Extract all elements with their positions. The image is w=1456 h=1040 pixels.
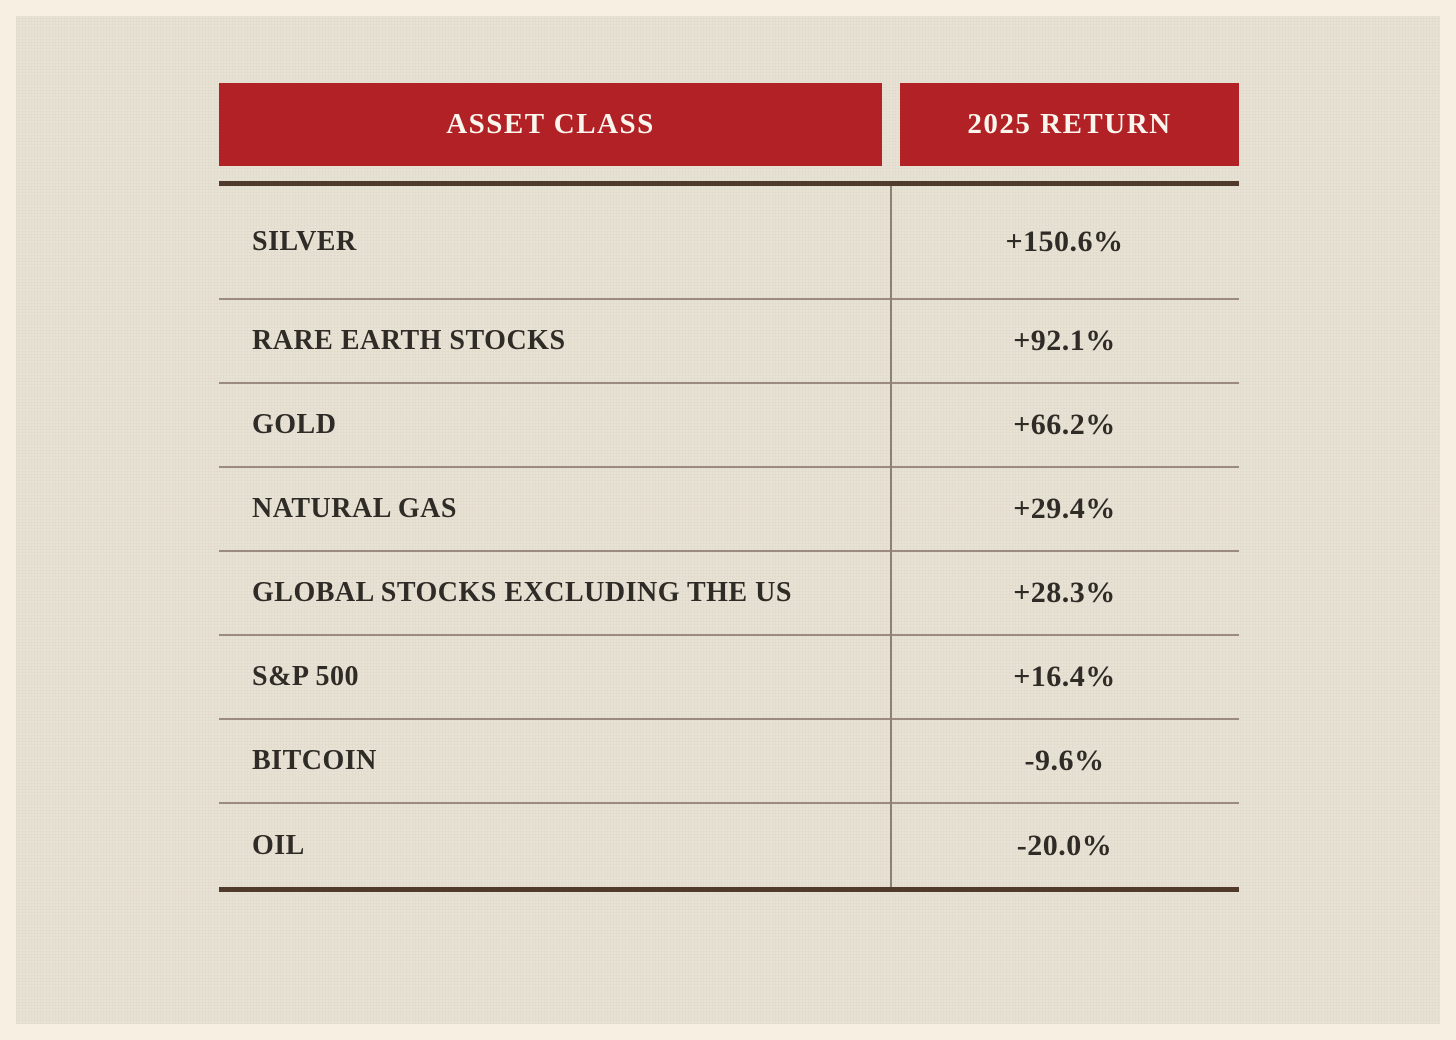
table-row: BITCOIN -9.6% (219, 720, 1239, 804)
return-value: +28.3% (1013, 576, 1116, 609)
asset-name: OIL (252, 829, 305, 861)
table-body: SILVER +150.6% RARE EARTH STOCKS +92.1% … (219, 186, 1239, 887)
asset-name: S&P 500 (252, 661, 359, 692)
asset-name: BITCOIN (252, 745, 377, 776)
return-value: +16.4% (1013, 660, 1116, 693)
table-row: GOLD +66.2% (219, 384, 1239, 468)
header-asset-class: ASSET CLASS (219, 83, 882, 166)
header-spacer (219, 166, 1239, 181)
paper-panel: ASSET CLASS 2025 RETURN SILVER +150.6% R… (16, 16, 1440, 1024)
header-asset-class-label: ASSET CLASS (446, 108, 655, 140)
table-header-row: ASSET CLASS 2025 RETURN (219, 83, 1239, 166)
return-value: +92.1% (1013, 324, 1116, 357)
table-row: GLOBAL STOCKS EXCLUDING THE US +28.3% (219, 552, 1239, 636)
asset-name: GOLD (252, 409, 337, 440)
column-divider (890, 186, 892, 887)
header-2025-return-label: 2025 RETURN (967, 108, 1172, 140)
return-value: -9.6% (1024, 744, 1105, 777)
return-value: +150.6% (1005, 225, 1124, 258)
table-row: NATURAL GAS +29.4% (219, 468, 1239, 552)
top-rule (219, 181, 1239, 186)
table-row: SILVER +150.6% (219, 186, 1239, 300)
header-gap (882, 83, 900, 166)
asset-name: NATURAL GAS (252, 493, 457, 524)
return-value: +29.4% (1013, 492, 1116, 525)
table-row: RARE EARTH STOCKS +92.1% (219, 300, 1239, 384)
asset-name: RARE EARTH STOCKS (252, 325, 566, 356)
asset-name: SILVER (252, 226, 357, 257)
bottom-rule (219, 887, 1239, 892)
table-row: S&P 500 +16.4% (219, 636, 1239, 720)
header-2025-return: 2025 RETURN (900, 83, 1239, 166)
table-row: OIL -20.0% (219, 804, 1239, 887)
return-value: -20.0% (1016, 828, 1113, 862)
asset-name: GLOBAL STOCKS EXCLUDING THE US (252, 577, 792, 608)
return-value: +66.2% (1013, 408, 1116, 441)
asset-returns-table: ASSET CLASS 2025 RETURN SILVER +150.6% R… (219, 83, 1239, 892)
